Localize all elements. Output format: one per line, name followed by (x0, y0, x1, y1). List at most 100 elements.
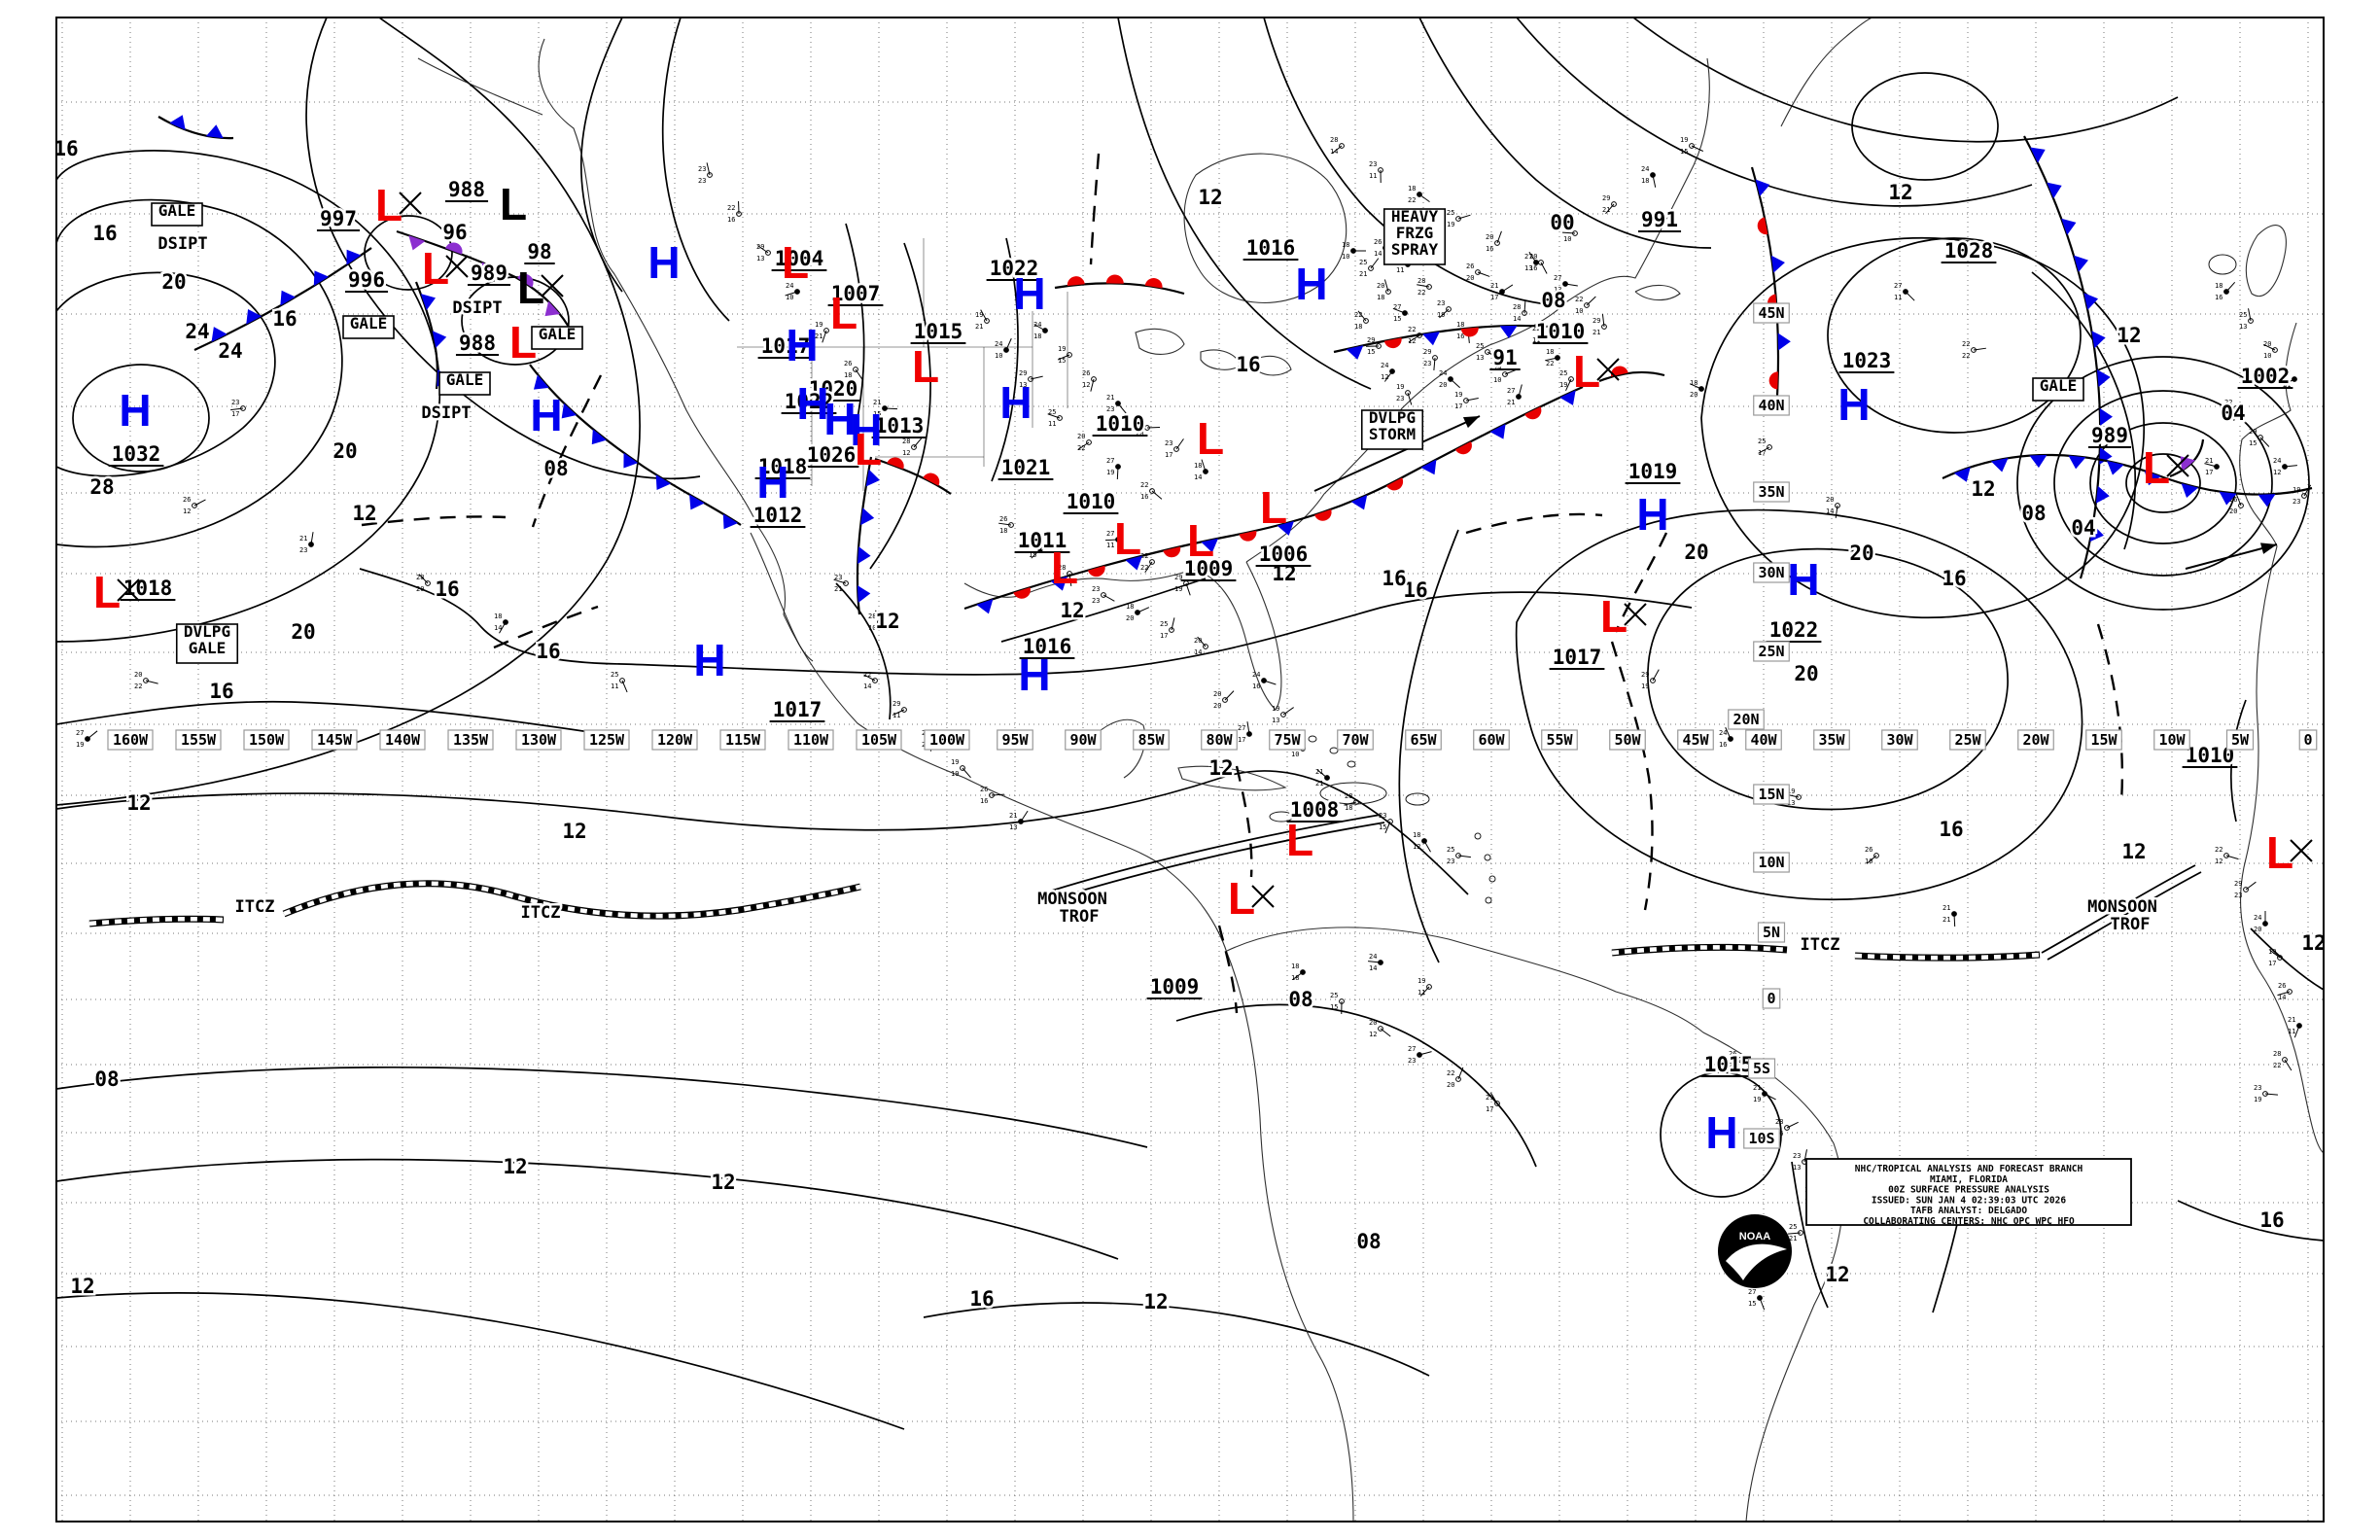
svg-text:29: 29 (892, 700, 900, 708)
station-plot: 22 16 (727, 200, 742, 224)
pressure-center-letter: H (756, 457, 788, 508)
svg-text:19: 19 (1787, 788, 1795, 795)
coastline (1183, 153, 1348, 303)
svg-text:13: 13 (1476, 354, 1484, 362)
pressure-center-letter: H (648, 237, 680, 288)
pressure-label: 1021 (1001, 456, 1051, 479)
front-pip (857, 585, 871, 604)
svg-text:29: 29 (1602, 194, 1610, 202)
warm-front (1598, 366, 1665, 383)
svg-text:12: 12 (1408, 337, 1416, 345)
svg-text:23: 23 (1379, 812, 1386, 820)
station-plot: 23 11 (1369, 160, 1383, 184)
svg-text:15: 15 (2249, 439, 2257, 447)
longitude-label: 95W (997, 729, 1033, 751)
pressure-label: 1008 (1290, 798, 1340, 822)
svg-text:20: 20 (2263, 340, 2271, 348)
svg-text:23: 23 (1369, 160, 1377, 168)
svg-text:19: 19 (1447, 221, 1454, 228)
island (1319, 782, 1387, 805)
svg-text:11: 11 (1418, 989, 1425, 997)
svg-text:21: 21 (1315, 780, 1323, 788)
isobar (461, 276, 570, 366)
station-plot: 24 12 (1381, 362, 1395, 382)
svg-text:26: 26 (980, 786, 988, 793)
front-pip (445, 242, 463, 255)
contour-label: 16 (536, 640, 560, 663)
pressure-label: 996 (348, 268, 385, 292)
isobar (2250, 928, 2324, 991)
svg-text:16: 16 (1252, 682, 1260, 690)
dsipt-label: DSIPT (158, 234, 207, 254)
itcz-label: ITCZ (521, 903, 561, 923)
feature-box-label: SPRAY (1391, 240, 1439, 259)
pressure-center-letter: H (1018, 649, 1050, 700)
svg-text:17: 17 (1160, 632, 1168, 640)
station-plot: 27 19 (1106, 457, 1121, 480)
svg-text:22: 22 (863, 671, 871, 679)
pressure-center-letter: H (119, 385, 151, 436)
svg-text:14: 14 (1330, 148, 1338, 156)
contour-label: 12 (562, 820, 586, 843)
latitude-label: 0 (1762, 988, 1781, 1009)
isobar (1632, 18, 2179, 143)
station-plot: 26 20 (2229, 493, 2244, 515)
svg-text:13: 13 (2239, 323, 2247, 331)
svg-text:20: 20 (1486, 233, 1493, 241)
longitude-label-text: 150W (249, 731, 285, 749)
longitude-label: 155W (175, 729, 222, 751)
itcz-label: ITCZ (1801, 935, 1840, 955)
pressure-label: 1016 (1023, 635, 1072, 658)
longitude-label-text: 155W (181, 731, 217, 749)
station-plot: 27 21 (2283, 369, 2297, 389)
pressure-center-letter: L (782, 237, 809, 288)
svg-text:23: 23 (1092, 597, 1100, 605)
svg-text:10: 10 (868, 624, 876, 632)
high-center: H (999, 377, 1032, 428)
svg-text:18: 18 (1690, 379, 1698, 387)
svg-text:22: 22 (1546, 360, 1554, 368)
svg-text:24: 24 (1719, 729, 1727, 737)
contour-label: 08 (2021, 502, 2046, 525)
pressure-label: 1032 (112, 442, 161, 466)
front-pip (722, 513, 739, 530)
isobar (2016, 356, 2310, 611)
station-plot: 21 15 (873, 399, 898, 418)
high-center: H (119, 385, 151, 436)
title-block-line: ISSUED: SUN JAN 4 02:39:03 UTC 2026 (1872, 1195, 2066, 1206)
pressure-label: 1010 (1067, 490, 1116, 513)
svg-text:18: 18 (1377, 294, 1384, 301)
coastline (538, 38, 1354, 1522)
coastline (1780, 18, 1873, 127)
front-pip (1383, 337, 1402, 349)
itcz-line (1854, 951, 2041, 962)
dsipt-label: DSIPT (421, 403, 471, 423)
feature-box: GALE (151, 201, 203, 227)
svg-text:21: 21 (1789, 1235, 1797, 1242)
station-plot: 29 13 (1019, 369, 1043, 389)
low-center: L (1051, 542, 1078, 593)
station-plot: 22 10 (1575, 296, 1596, 315)
pressure-label: 1019 (1628, 460, 1678, 483)
pressure-label: 1026 (807, 443, 857, 467)
svg-text:12: 12 (902, 449, 910, 457)
svg-text:29: 29 (1486, 1094, 1493, 1102)
svg-text:16: 16 (1719, 741, 1727, 749)
svg-text:23: 23 (834, 574, 842, 581)
coastline (1200, 349, 1242, 370)
feature-box-label: GALE (158, 201, 196, 220)
svg-text:19: 19 (1641, 682, 1649, 690)
front-pip (1610, 366, 1628, 377)
svg-text:26: 26 (844, 360, 852, 368)
high-center: H (1838, 379, 1870, 430)
svg-text:29: 29 (1423, 348, 1431, 356)
svg-text:20: 20 (1529, 253, 1537, 261)
coastline (750, 532, 814, 662)
svg-text:28: 28 (1330, 136, 1338, 144)
